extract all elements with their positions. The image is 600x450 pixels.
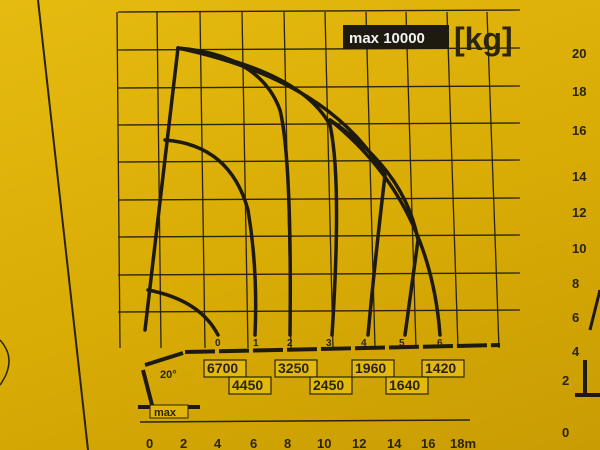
capacity-label-box (228, 376, 272, 395)
curve-3 (176, 46, 339, 337)
curve-2 (176, 46, 293, 337)
grid-hline (117, 159, 521, 163)
capacity-label: 1960 (355, 360, 386, 376)
curve-6 (328, 118, 442, 337)
grid-hline (117, 197, 521, 201)
extension-mark: 3 (326, 338, 332, 349)
capacity-label-box (274, 359, 318, 378)
boom-angle: 20° (160, 369, 177, 381)
load-curves (143, 46, 442, 337)
capacity-label: 3250 (278, 360, 309, 376)
capacity-label: 1640 (389, 377, 420, 393)
max-load-text: max 10000 (349, 30, 425, 47)
right-y-tick: 8 (572, 276, 579, 291)
grid-vline (116, 11, 121, 349)
x-tick-label: 0 (146, 436, 153, 450)
right-y-tick: 12 (572, 205, 586, 220)
sticker-edge (37, 0, 89, 450)
capacity-label-box (203, 359, 247, 378)
right-y-tick: 10 (572, 241, 586, 256)
grid-vline (156, 11, 162, 349)
x-tick-label: 6 (250, 436, 257, 450)
x-axis-line (139, 419, 471, 423)
grid-hline (117, 234, 521, 238)
right-y-tick: 0 (562, 425, 569, 440)
grid-hline (117, 272, 521, 276)
right-y-tick: 20 (572, 46, 586, 61)
extension-mark: 4 (361, 338, 367, 349)
right-y-tick: 16 (572, 123, 586, 138)
capacity-label-box (421, 359, 465, 378)
x-tick-label: 16 (421, 436, 435, 450)
extension-mark: 1 (253, 338, 259, 349)
grid-vline (486, 11, 500, 349)
x-tick-label: 2 (180, 436, 187, 450)
x-tick-label: 10 (317, 436, 331, 450)
right-y-tick: 4 (572, 344, 580, 359)
grid-hline (117, 9, 521, 13)
extension-mark: 5 (399, 338, 405, 349)
x-tick-label: 8 (284, 436, 291, 450)
extension-mark: 2 (287, 338, 293, 349)
capacity-label-box (385, 376, 429, 395)
right-y-tick: 18 (572, 84, 586, 99)
capacity-label: 4450 (232, 377, 263, 393)
grid-vline (446, 11, 459, 349)
max-tag: max (154, 407, 177, 419)
x-tick-label: 14 (387, 436, 402, 450)
capacity-label: 6700 (207, 360, 238, 376)
right-y-tick: 2 (562, 373, 569, 388)
capacity-label-box (309, 376, 353, 395)
extension-mark: 0 (215, 338, 221, 349)
grid-vline (324, 11, 334, 349)
boom-line (143, 46, 180, 332)
x-tick-label: 4 (214, 436, 222, 450)
right-chart (575, 289, 600, 397)
grid-vline (405, 11, 417, 349)
grid-hline (117, 122, 521, 126)
unit-label: [kg] (454, 21, 513, 57)
grid-vline (199, 11, 206, 349)
right-y-tick: 6 (572, 310, 579, 325)
capacity-label: 1420 (425, 360, 456, 376)
grid-hline (117, 85, 521, 89)
circle-edge (0, 339, 10, 386)
x-tick-label: 18m (450, 436, 476, 450)
max-tag-box (149, 404, 189, 419)
curve-0 (146, 288, 220, 337)
capacity-label: 2450 (313, 377, 344, 393)
curve-1 (163, 138, 258, 337)
right-y-tick: 14 (572, 169, 587, 184)
x-tick-label: 12 (352, 436, 366, 450)
grid-hline (117, 309, 521, 313)
capacity-label-box (351, 359, 395, 378)
max-load-badge (343, 25, 449, 49)
extension-mark: 6 (437, 338, 443, 349)
curve-4 (176, 46, 387, 337)
